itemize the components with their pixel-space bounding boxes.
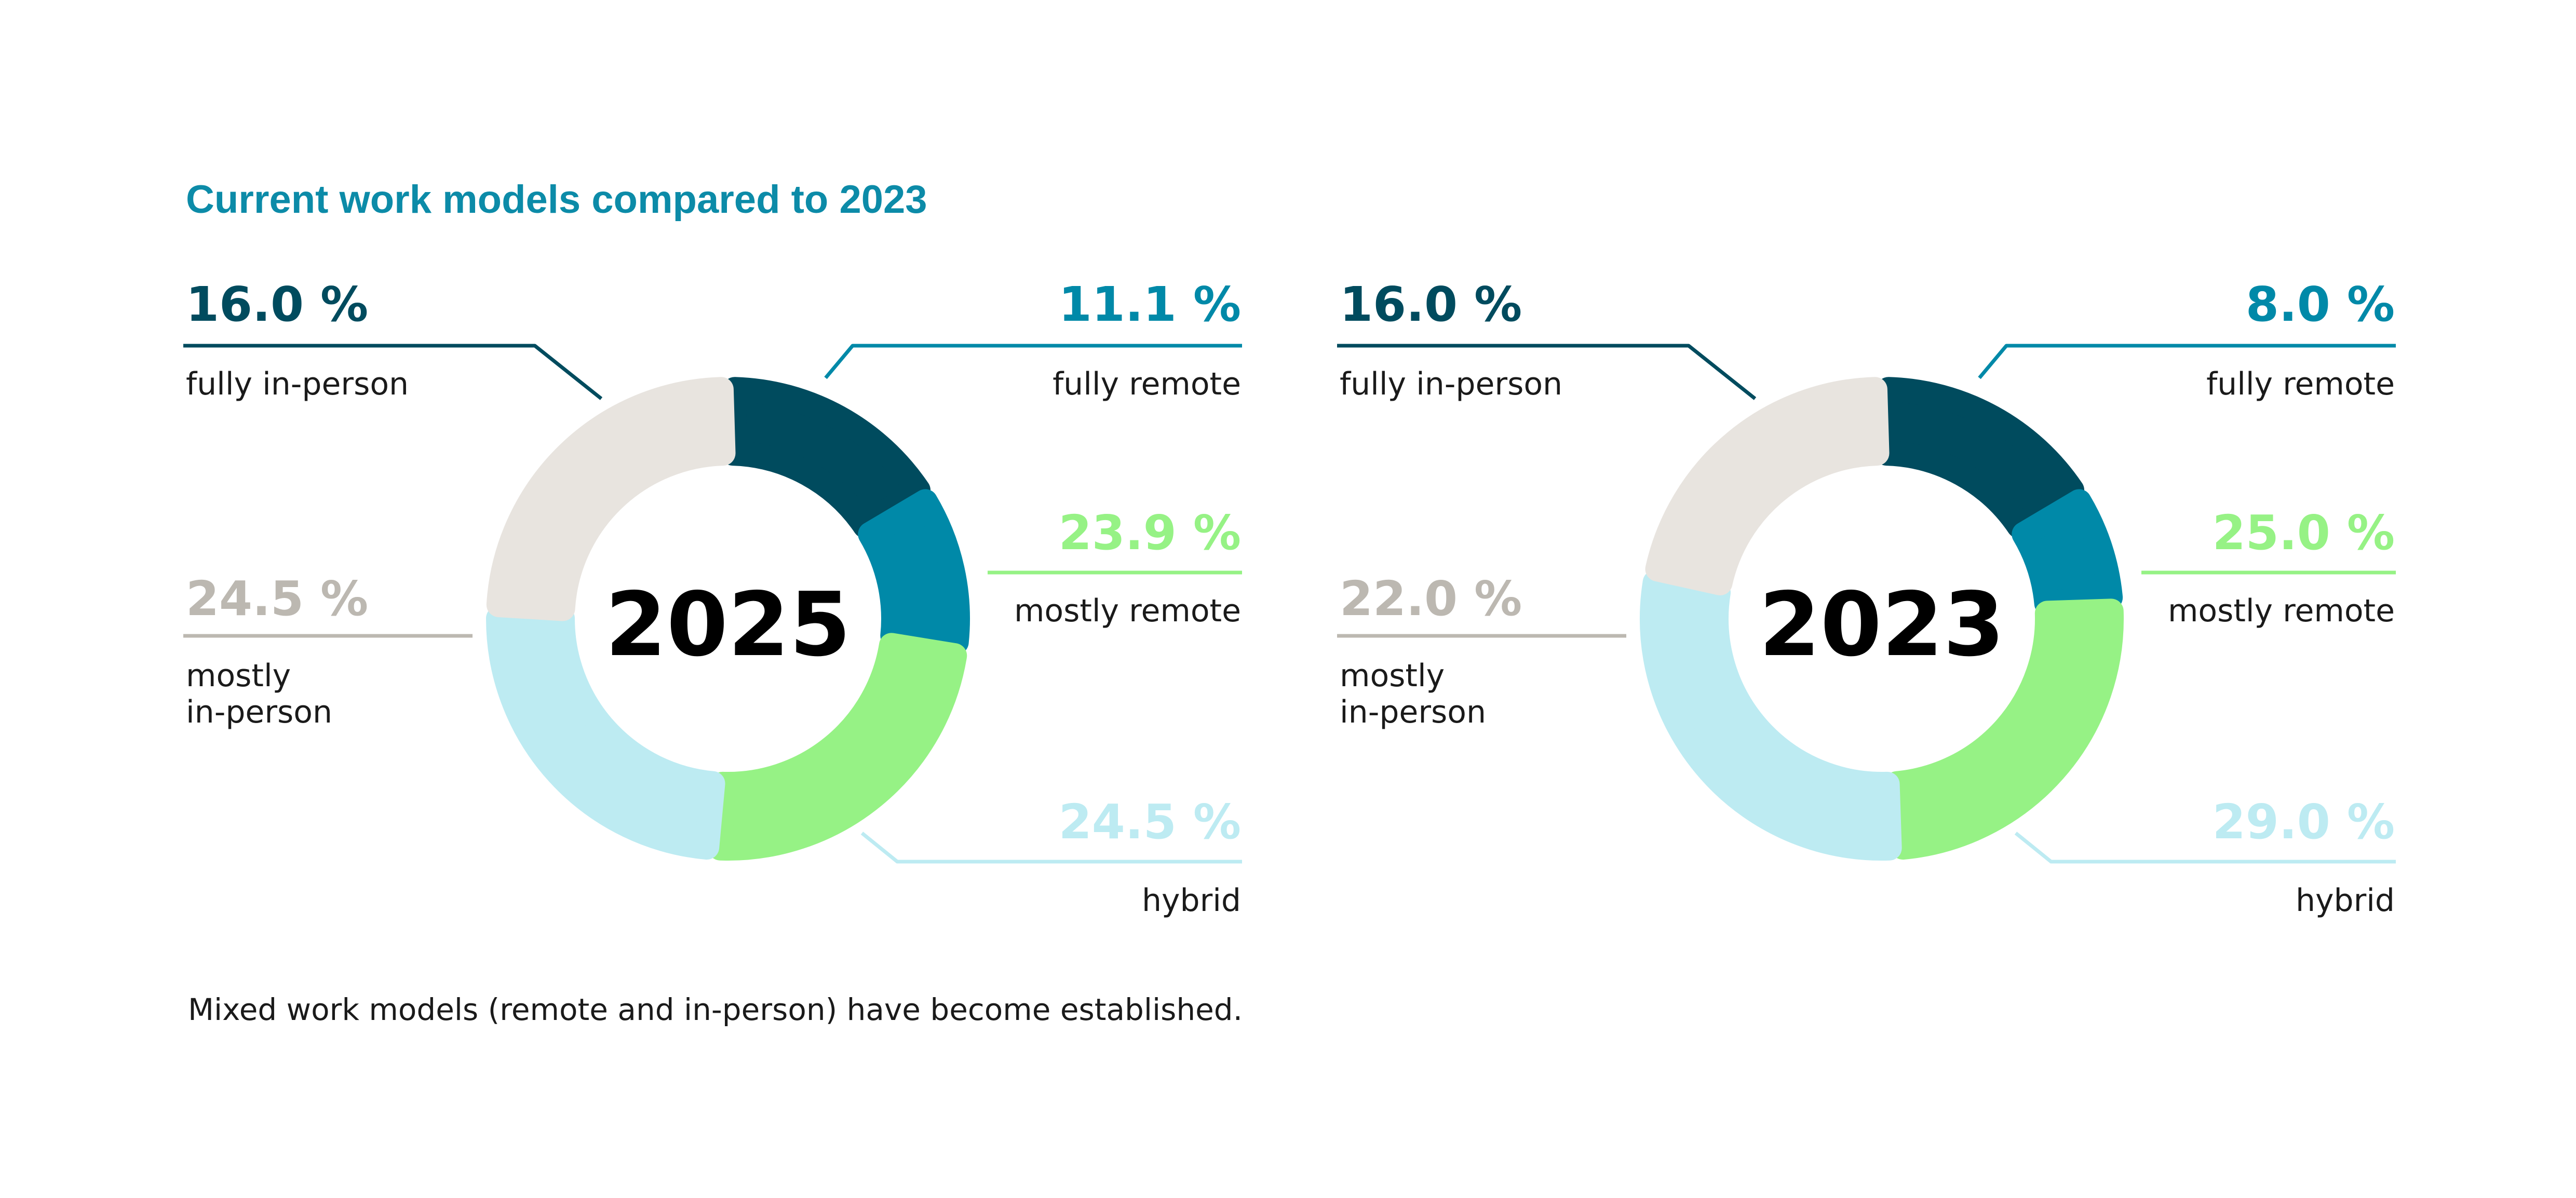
donut-slice-fully-remote [858, 489, 970, 655]
footnote: Mixed work models (remote and in-person)… [188, 992, 1243, 1027]
value-label-fully-remote: 11.1 % [1059, 277, 1241, 332]
donut-slice-mostly-remote [708, 633, 967, 861]
callout-line-fully-in-person [183, 344, 603, 400]
callout-line-fully-remote [824, 344, 1242, 379]
category-label-fully-in-person: fully in-person [186, 366, 409, 402]
category-label-fully-remote: fully remote [1053, 366, 1241, 402]
value-label-mostly-in-person: 22.0 % [1340, 571, 1522, 627]
category-label-mostly-in-person: mostly in-person [1340, 658, 1486, 730]
chart-center-label: 2025 [605, 574, 851, 676]
donut-slice-fully-in-person [1874, 377, 2084, 539]
donut-slice-hybrid [486, 606, 725, 860]
category-label-mostly-remote: mostly remote [2168, 593, 2395, 629]
value-label-mostly-remote: 25.0 % [2213, 505, 2395, 561]
category-label-mostly-remote: mostly remote [1014, 593, 1241, 629]
callout-line-hybrid [2014, 832, 2396, 864]
donut-slice-mostly-in-person [1645, 377, 1890, 595]
chart-center-label: 2023 [1759, 574, 2004, 676]
value-label-hybrid: 24.5 % [1059, 794, 1241, 850]
value-label-mostly-in-person: 24.5 % [186, 571, 368, 627]
category-label-mostly-in-person: mostly in-person [186, 658, 332, 730]
value-label-mostly-remote: 23.9 % [1059, 505, 1241, 561]
callout-line-fully-in-person [1337, 344, 1757, 400]
category-label-fully-in-person: fully in-person [1340, 366, 1562, 402]
value-label-fully-in-person: 16.0 % [1340, 277, 1522, 332]
donut-slice-mostly-remote [1884, 598, 2124, 860]
donut-slice-mostly-in-person [486, 377, 736, 621]
page-title: Current work models compared to 2023 [186, 178, 927, 222]
callout-line-hybrid [860, 832, 1242, 864]
category-label-hybrid: hybrid [1142, 882, 1241, 919]
donut-chart-2025: 2025 16.0 % fully in-person 11.1 % fully rem… [183, 277, 1242, 919]
value-label-fully-in-person: 16.0 % [186, 277, 368, 332]
value-label-hybrid: 29.0 % [2213, 794, 2395, 850]
value-label-fully-remote: 8.0 % [2246, 277, 2395, 332]
donut-slice-fully-remote [2012, 489, 2123, 616]
category-label-hybrid: hybrid [2296, 882, 2395, 919]
category-label-fully-remote: fully remote [2206, 366, 2395, 402]
callout-line-fully-remote [1978, 344, 2396, 379]
donut-slice-hybrid [1640, 570, 1902, 861]
donut-slice-fully-in-person [720, 377, 930, 539]
donut-chart-2023: 2023 16.0 % fully in-person 8.0 % fully remo… [1337, 277, 2396, 919]
